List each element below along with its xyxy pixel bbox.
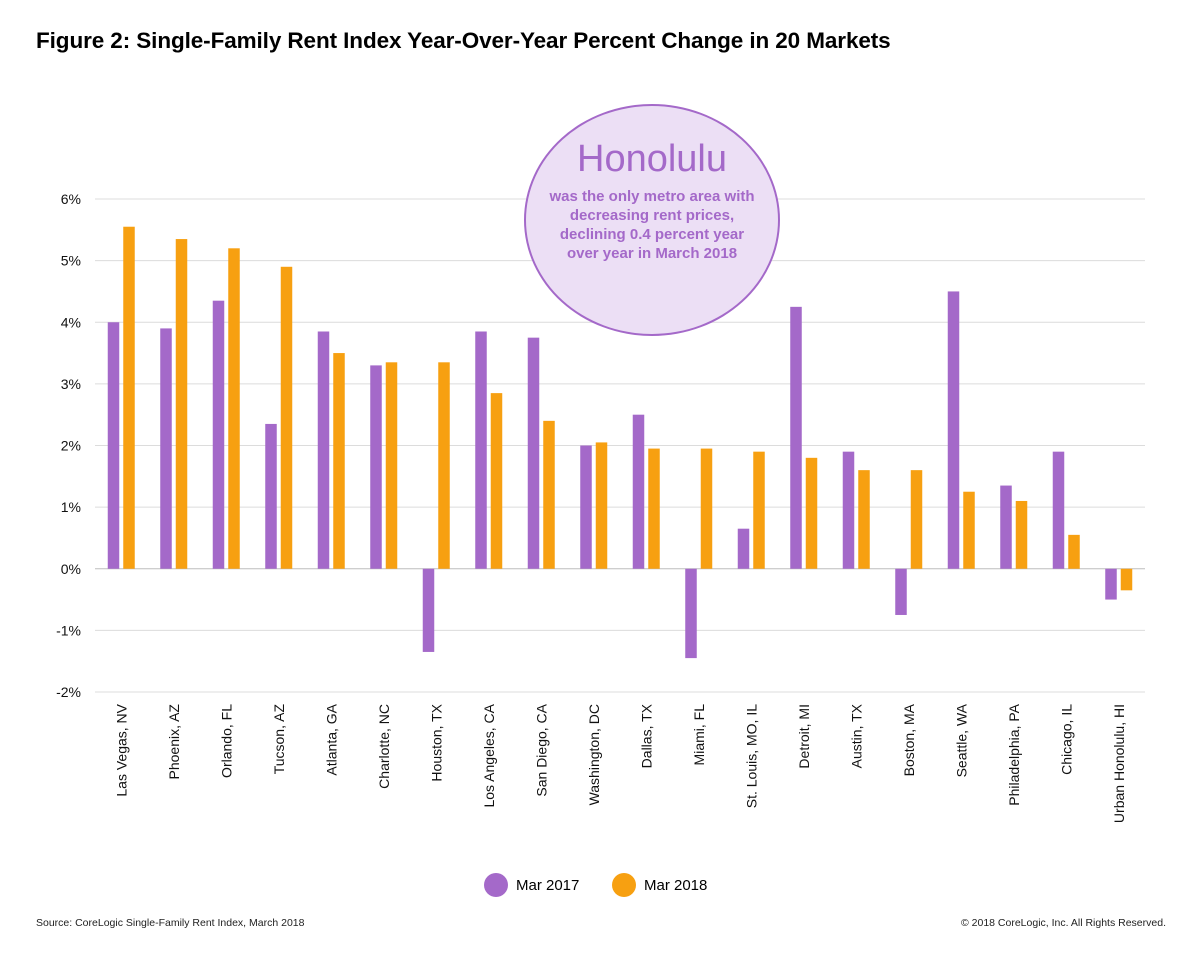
callout-heading: Honolulu	[577, 138, 727, 180]
bar-mar-2018	[963, 491, 975, 569]
y-tick-label: 5%	[61, 253, 81, 269]
bar-mar-2018	[1015, 500, 1028, 569]
x-category-label: Las Vegas, NV	[113, 703, 129, 796]
bar-mar-2018	[753, 451, 765, 569]
bar-mar-2018	[910, 470, 923, 569]
bar-mar-2017	[895, 568, 907, 615]
bar-mar-2017	[947, 291, 960, 569]
x-category-label: St. Louis, MO, IL	[743, 704, 759, 808]
y-tick-label: 2%	[61, 438, 81, 454]
bar-mar-2018	[595, 442, 608, 569]
bar-mar-2017	[1000, 485, 1012, 569]
callout-body: was the only metro area with decreasing …	[549, 188, 755, 262]
bar-mar-2018	[385, 362, 398, 569]
bar-mar-2018	[1068, 534, 1080, 569]
x-axis-category-labels: Las Vegas, NV Phoenix, AZ Orlando, FL Tucso…	[113, 703, 1127, 823]
y-tick-label: 0%	[61, 561, 81, 577]
x-category-label: Washington, DC	[586, 704, 602, 805]
bar-mar-2018	[280, 266, 293, 569]
y-tick-label: 4%	[61, 314, 81, 330]
bar-mar-2018	[543, 420, 555, 569]
legend-item-mar-2018: Mar 2018	[612, 873, 707, 897]
y-tick-label: 6%	[61, 191, 81, 207]
y-tick-label: 3%	[61, 376, 81, 392]
bar-mar-2018	[123, 226, 135, 569]
bar-mar-2017	[580, 445, 592, 569]
y-tick-label: 1%	[61, 499, 81, 515]
bar-mar-2017	[317, 331, 330, 569]
y-tick-label: -1%	[56, 622, 81, 638]
chart-title: Figure 2: Single-Family Rent Index Year-…	[36, 28, 891, 53]
bar-mar-2017	[737, 528, 750, 569]
legend-item-mar-2017: Mar 2017	[484, 873, 579, 897]
bar-mar-2018	[228, 248, 240, 569]
copyright-note: © 2018 CoreLogic, Inc. All Rights Reserv…	[960, 917, 1166, 929]
x-category-label: Seattle, WA	[953, 703, 969, 777]
x-category-label: Austin, TX	[848, 703, 864, 768]
x-category-label: Houston, TX	[428, 703, 444, 781]
x-category-label: Boston, MA	[901, 703, 917, 776]
bar-mar-2018	[858, 470, 870, 569]
x-category-label: Miami, FL	[691, 704, 707, 766]
x-category-label: Philadelphia, PA	[1006, 703, 1022, 805]
legend-swatch-mar-2018	[612, 873, 636, 897]
x-category-label: Detroit, MI	[796, 704, 812, 769]
bar-mar-2017	[107, 322, 120, 569]
source-note: Source: CoreLogic Single-Family Rent Ind…	[36, 917, 305, 929]
bars	[107, 226, 1133, 659]
bar-mar-2018	[700, 448, 713, 569]
x-category-label: Urban Honolulu, HI	[1111, 704, 1127, 823]
bar-mar-2018	[333, 353, 345, 569]
bar-mar-2017	[265, 423, 277, 569]
x-category-label: San Diego, CA	[533, 703, 549, 796]
bar-mar-2018	[438, 362, 450, 569]
bar-mar-2017	[790, 306, 802, 569]
bar-mar-2017	[842, 451, 855, 569]
bar-mar-2018	[805, 457, 818, 569]
bar-mar-2017	[1105, 568, 1117, 600]
bar-mar-2017	[527, 337, 540, 569]
bar-mar-2017	[160, 328, 172, 569]
bar-mar-2017	[1052, 451, 1065, 569]
x-category-label: Atlanta, GA	[323, 703, 339, 775]
x-category-label: Tucson, AZ	[271, 704, 287, 775]
x-category-label: Phoenix, AZ	[166, 704, 182, 780]
bar-mar-2018	[1120, 568, 1133, 591]
bar-mar-2018	[648, 448, 660, 569]
bar-mar-2017	[422, 568, 435, 652]
y-axis-tick-labels: -2% -1% 0% 1% 2% 3% 4% 5% 6%	[56, 191, 81, 700]
bar-mar-2018	[490, 393, 503, 569]
bar-mar-2017	[370, 365, 382, 569]
honolulu-callout: Honolulu was the only metro area with de…	[524, 104, 780, 336]
bar-mar-2018	[175, 239, 188, 569]
bar-mar-2017	[632, 414, 645, 569]
x-category-label: Los Angeles, CA	[481, 703, 497, 807]
bar-mar-2017	[685, 568, 697, 659]
legend-label-mar-2018: Mar 2018	[644, 876, 708, 894]
legend-label-mar-2017: Mar 2017	[516, 876, 580, 894]
x-category-label: Chicago, IL	[1058, 704, 1074, 775]
legend-swatch-mar-2017	[484, 873, 508, 897]
y-tick-label: -2%	[56, 684, 81, 700]
bar-mar-2017	[212, 300, 225, 569]
x-category-label: Dallas, TX	[638, 703, 654, 768]
x-category-label: Charlotte, NC	[376, 704, 392, 789]
x-category-label: Orlando, FL	[218, 704, 234, 778]
bar-mar-2017	[475, 331, 487, 569]
